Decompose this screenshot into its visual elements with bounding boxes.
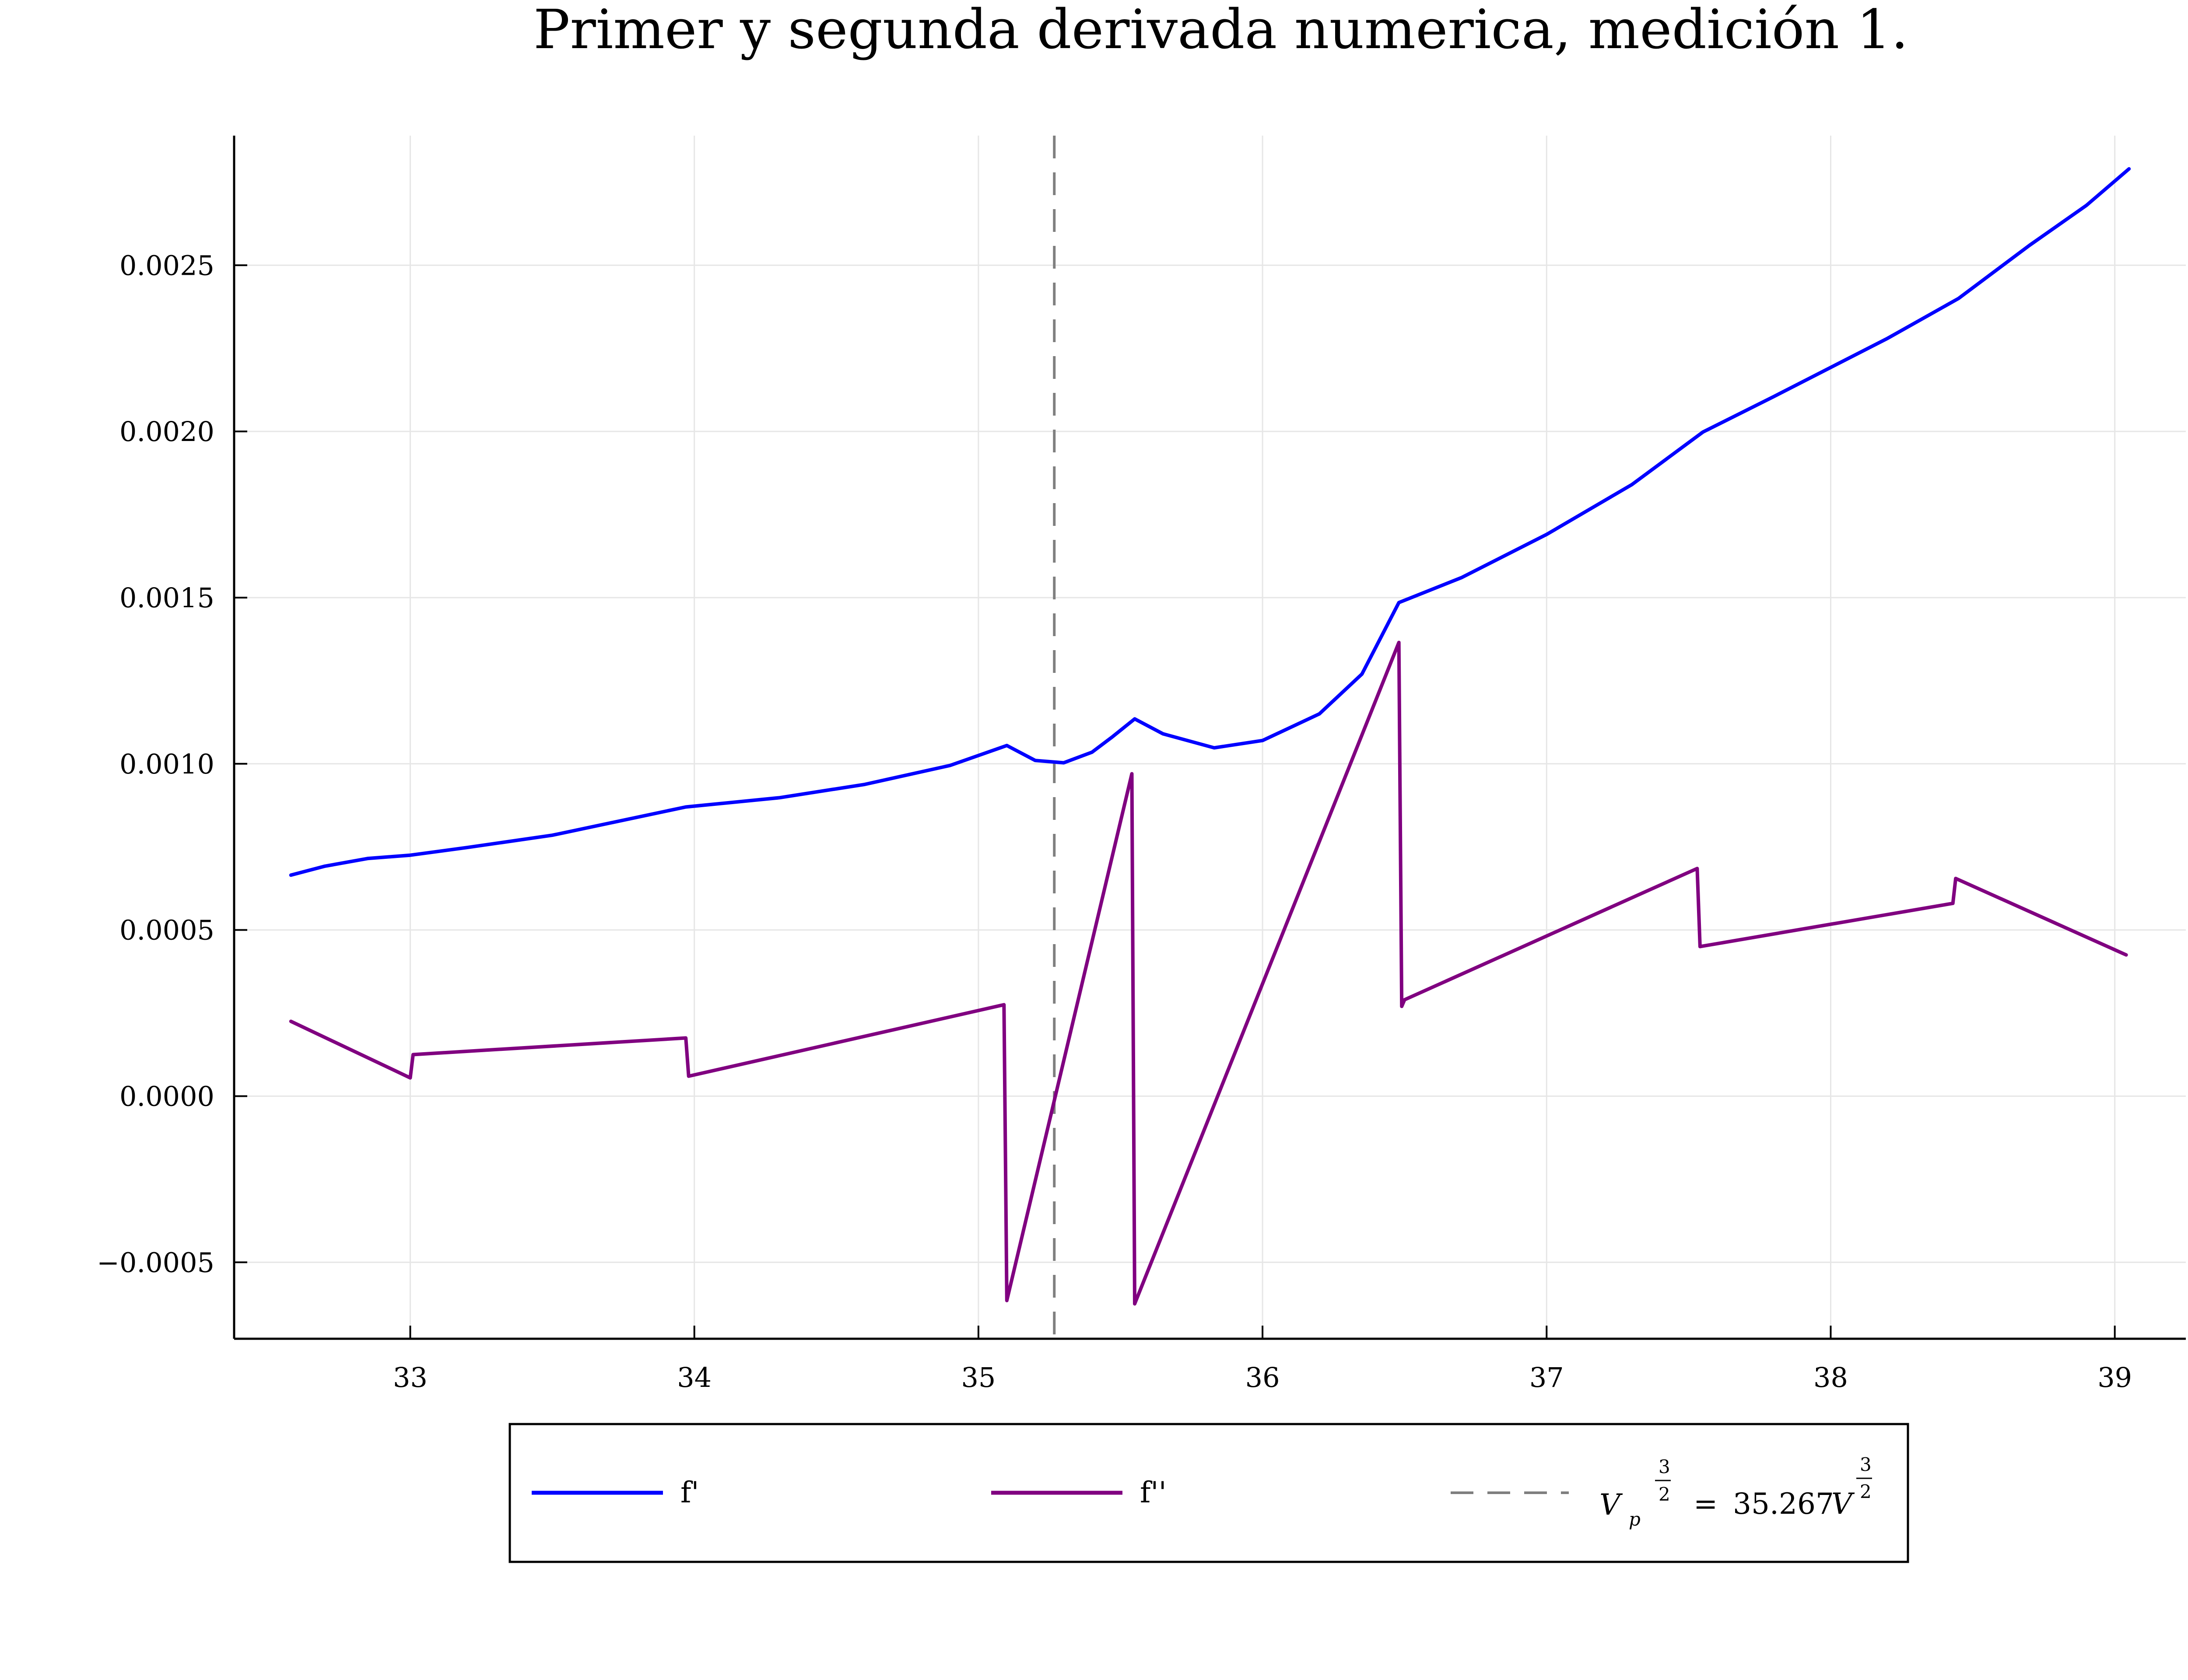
legend-vline-frac-num: 3 bbox=[1659, 1456, 1670, 1477]
series-line-fdoubleprime bbox=[289, 640, 2128, 1306]
x-tick-label: 34 bbox=[677, 1362, 712, 1393]
y-tick-label: 0.0015 bbox=[119, 582, 214, 614]
x-tick-label: 33 bbox=[393, 1362, 428, 1393]
legend-vline-frac-den: 2 bbox=[1659, 1484, 1670, 1505]
legend-vline-unit: V bbox=[1831, 1487, 1855, 1521]
y-tick-label: 0.0005 bbox=[119, 914, 214, 946]
legend-label-fprime: f' bbox=[680, 1476, 699, 1509]
legend-vline-value: 35.267 bbox=[1733, 1487, 1834, 1521]
legend-vline-unit-den: 2 bbox=[1860, 1481, 1872, 1502]
chart-title: Primer y segunda derivada numerica, medi… bbox=[533, 0, 1908, 61]
legend-label-fdoubleprime: f'' bbox=[1140, 1476, 1167, 1509]
y-tick-label: 0.0000 bbox=[119, 1080, 214, 1112]
series-group bbox=[289, 167, 2131, 1306]
ticks: 33 34 35 36 37 38 39 −0.0005 0.0000 0.0005 0.0010 0… bbox=[97, 249, 2132, 1393]
legend-vline-unit-num: 3 bbox=[1860, 1454, 1872, 1475]
y-tick-label: −0.0005 bbox=[97, 1246, 214, 1278]
y-tick-label: 0.0020 bbox=[119, 416, 214, 448]
x-tick-label: 35 bbox=[961, 1362, 996, 1393]
legend-vline-v: V bbox=[1599, 1488, 1623, 1522]
y-tick-label: 0.0025 bbox=[119, 249, 214, 281]
x-tick-label: 39 bbox=[2097, 1362, 2132, 1393]
series-line-fprime bbox=[289, 167, 2131, 877]
legend-vline-eq: = bbox=[1694, 1487, 1718, 1521]
legend-vline-sub: p bbox=[1629, 1508, 1641, 1530]
axes bbox=[233, 136, 2186, 1340]
y-tick-label: 0.0010 bbox=[119, 748, 214, 780]
x-tick-label: 37 bbox=[1529, 1362, 1564, 1393]
x-tick-label: 36 bbox=[1245, 1362, 1280, 1393]
grid bbox=[234, 136, 2186, 1339]
legend-box bbox=[508, 1423, 1909, 1563]
x-tick-label: 38 bbox=[1813, 1362, 1848, 1393]
